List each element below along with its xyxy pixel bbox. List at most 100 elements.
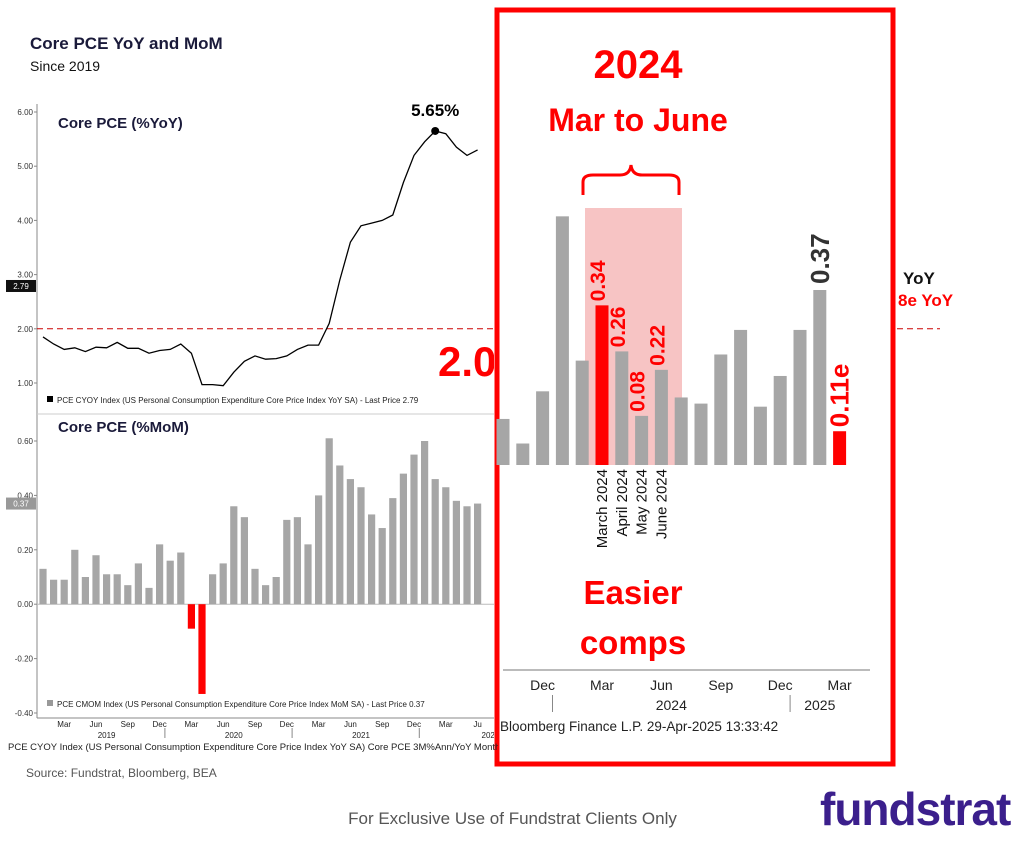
x-month-tick-label: Dec xyxy=(280,720,294,729)
mom-bar xyxy=(81,577,89,605)
inset-bar xyxy=(654,369,668,465)
inset-bar xyxy=(793,329,807,465)
yoy-peak-label: 5.65% xyxy=(411,101,459,120)
top-last-price-tag xyxy=(6,279,36,292)
inset-bar xyxy=(753,406,767,465)
x-year-tick-label: 2021 xyxy=(352,731,370,740)
inset-title-year: 2024 xyxy=(594,43,684,87)
inset-callout-line1: Easier xyxy=(583,574,682,611)
mom-bar xyxy=(410,454,418,605)
main-chart: 6.00 5.00 4.00 3.00 2.00 1.00 2.79 5.65% Core PC… xyxy=(6,101,954,740)
fundstrat-logo: fundstrat xyxy=(820,783,1011,835)
bottom-y-tick-label: -0.40 xyxy=(15,709,34,718)
x-month-tick-label: Sep xyxy=(248,720,263,729)
inset-axis-month-label: Sep xyxy=(708,677,733,693)
inset-bar xyxy=(496,418,510,465)
source-note: Source: Fundstrat, Bloomberg, BEA xyxy=(26,766,217,780)
inset-axis-month-label: Dec xyxy=(768,677,793,693)
bottom-y-tick-label: 0.00 xyxy=(17,600,33,609)
chart-subtitle: Since 2019 xyxy=(30,58,101,74)
bottom-y-tick-label: 0.40 xyxy=(17,491,33,500)
yoy-peak-point xyxy=(431,126,440,135)
inset-estimate-label: 0.11e xyxy=(825,364,855,428)
inset-bar xyxy=(813,290,827,465)
mom-bar xyxy=(177,552,185,605)
bottom-panel-label: Core PCE (%MoM) xyxy=(58,419,189,436)
x-month-tick-label: Sep xyxy=(375,720,390,729)
inset-bar xyxy=(615,351,629,465)
mom-bar xyxy=(463,506,471,605)
right-estimate-yoy-text: 8e YoY xyxy=(898,291,954,310)
bottom-last-price-tag xyxy=(6,497,36,510)
inset-brace xyxy=(581,164,681,195)
x-month-tick-label: Dec xyxy=(152,720,166,729)
mom-bar xyxy=(315,495,323,605)
inset-axis-month-label: Dec xyxy=(530,677,555,693)
x-year-tick-label: 2019 xyxy=(98,731,116,740)
mom-bar xyxy=(187,604,195,629)
x-month-tick-label: Mar xyxy=(312,720,326,729)
bottom-legend-swatch xyxy=(47,700,53,706)
mom-bar xyxy=(251,568,259,605)
bottom-y-tick-label: -0.20 xyxy=(15,655,34,664)
mom-bar xyxy=(230,506,238,605)
inset-callout-line2: comps xyxy=(580,624,686,661)
inset-bar-annotation: 0.08 xyxy=(627,371,650,412)
mom-bar xyxy=(283,519,291,605)
inset-bar xyxy=(635,415,649,465)
mom-bar xyxy=(452,500,460,605)
inset-axis-month-label: Mar xyxy=(590,677,614,693)
mom-bar xyxy=(209,574,217,605)
x-year-tick-label: 202 xyxy=(482,731,496,740)
inset-chart: 2024 Mar to June 0.34 0.26 0.08 0.22 0.37 0.11e… xyxy=(494,7,896,767)
top-y-tick-label: 4.00 xyxy=(17,216,33,225)
mom-bar xyxy=(368,514,376,605)
mom-bar xyxy=(166,560,174,605)
bottom-caption: PCE CYOY Index (US Personal Consumption … xyxy=(8,742,498,753)
mom-bar xyxy=(378,528,386,605)
mom-bar xyxy=(272,577,280,605)
inset-bar xyxy=(555,216,569,465)
mom-bar xyxy=(92,555,100,605)
inset-bar-annotation: 0.26 xyxy=(607,307,630,348)
mom-bar xyxy=(145,587,153,605)
top-legend-text: PCE CYOY Index (US Personal Consumption … xyxy=(57,396,419,405)
inset-axis-year-label: 2024 xyxy=(656,697,687,713)
inset-bar xyxy=(575,360,589,465)
inset-bar xyxy=(714,354,728,465)
footer-note: For Exclusive Use of Fundstrat Clients O… xyxy=(348,809,677,828)
mom-bar xyxy=(304,544,312,605)
inset-attribution: Bloomberg Finance L.P. 29-Apr-2025 13:33… xyxy=(500,719,778,734)
top-y-tick-label: 2.00 xyxy=(17,325,33,334)
bottom-legend-text: PCE CMOM Index (US Personal Consumption … xyxy=(57,700,425,709)
top-panel-label: Core PCE (%YoY) xyxy=(58,115,183,132)
mom-bar xyxy=(442,487,450,605)
yoy-series-line xyxy=(42,130,478,387)
x-month-tick-label: Jun xyxy=(344,720,357,729)
top-y-tick-label: 3.00 xyxy=(17,271,33,280)
target-label: 2.0 xyxy=(438,338,496,385)
mom-bar xyxy=(156,544,164,605)
inset-bar-month-label: April 2024 xyxy=(614,469,631,537)
bottom-y-tick-label: 0.60 xyxy=(17,437,33,446)
mom-bar xyxy=(240,517,248,605)
inset-bar-annotation: 0.22 xyxy=(646,325,669,366)
mom-bar xyxy=(293,517,301,605)
inset-bar-month-label: March 2024 xyxy=(594,469,611,548)
right-yoy-text: YoY xyxy=(903,269,935,288)
mom-bar xyxy=(399,473,407,605)
mom-bar xyxy=(325,438,333,605)
mom-bar xyxy=(71,549,79,605)
mom-bar xyxy=(39,568,47,605)
mom-bar xyxy=(389,498,397,605)
x-month-tick-label: Dec xyxy=(407,720,421,729)
inset-title-range: Mar to June xyxy=(548,102,728,138)
inset-latest-actual-label: 0.37 xyxy=(805,233,835,284)
mom-bar xyxy=(60,579,68,605)
inset-bar xyxy=(674,397,688,465)
bottom-y-tick-label: 0.20 xyxy=(17,546,33,555)
inset-bar-month-label: June 2024 xyxy=(653,469,670,539)
mom-bar xyxy=(262,585,270,605)
x-month-tick-label: Jun xyxy=(217,720,230,729)
